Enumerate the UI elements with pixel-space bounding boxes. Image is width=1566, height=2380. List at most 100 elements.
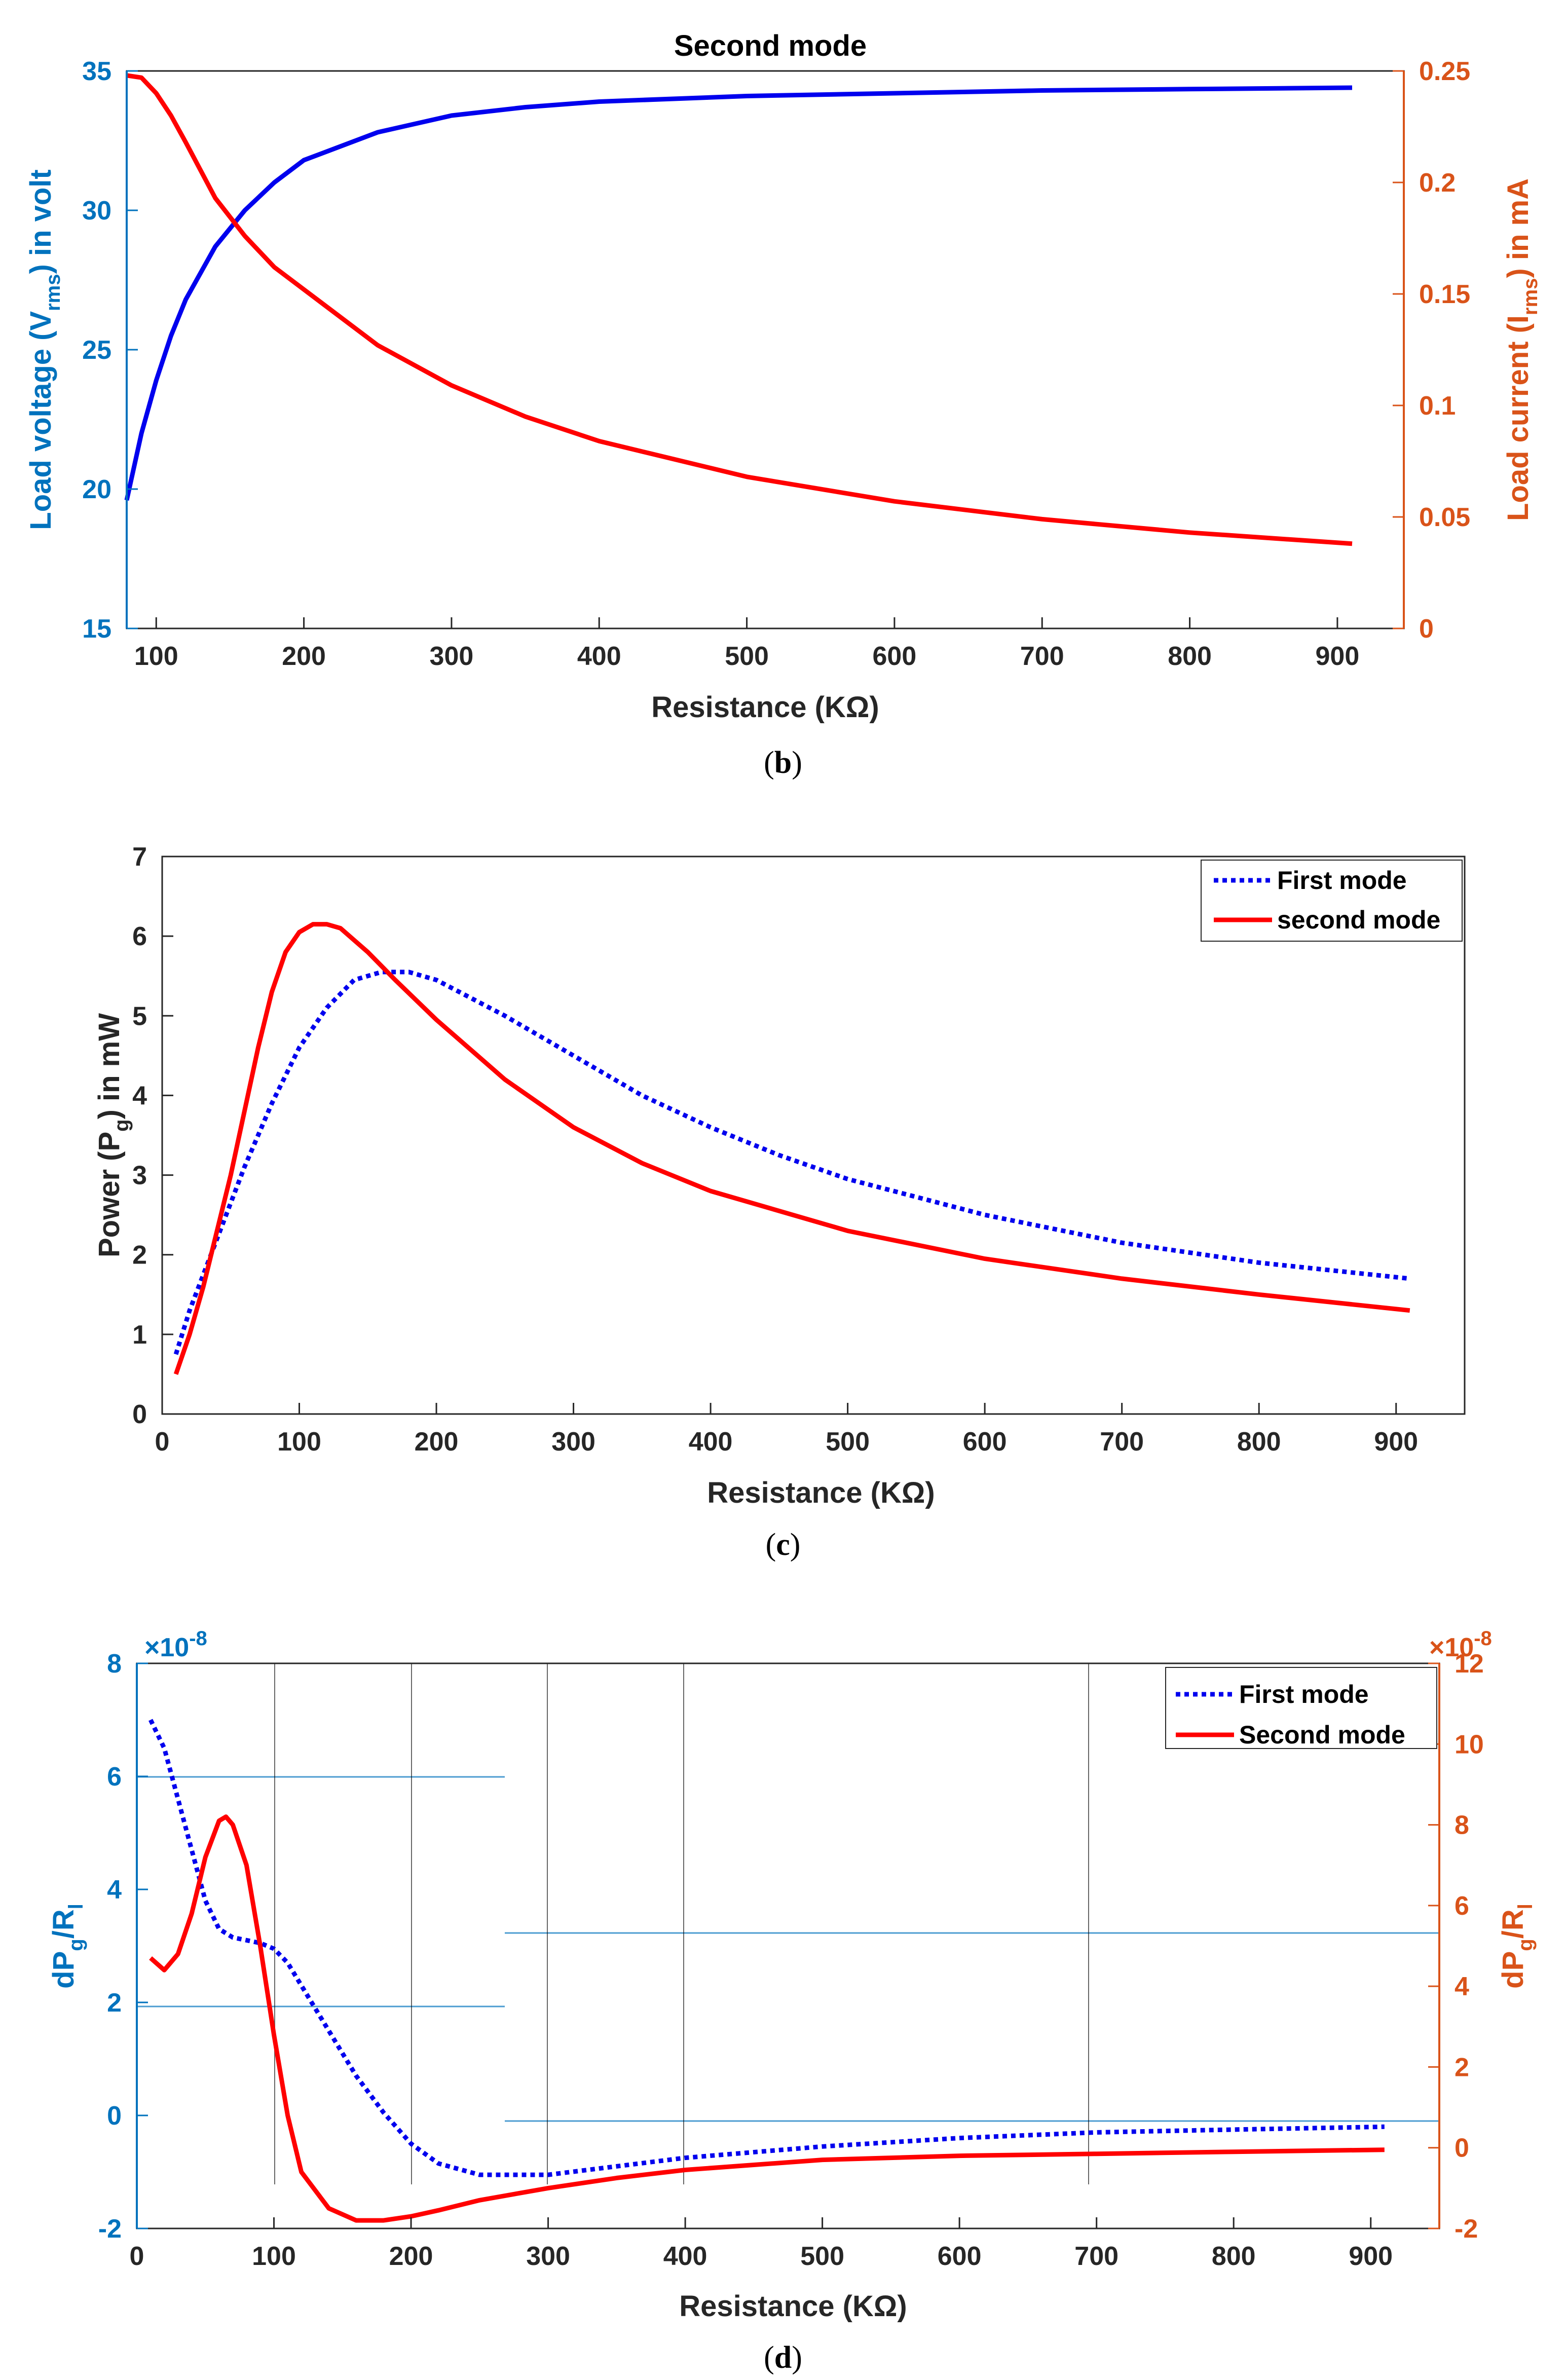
panel-b-left-y-tick-label: 35 <box>82 57 111 86</box>
panel-b-x-tick-label: 700 <box>1020 642 1064 671</box>
panel-b-x-ticks: 100 200 300 400 500 600 700 800 900 <box>134 617 1359 671</box>
panel-d-left-y-tick-label: 2 <box>107 1988 122 2018</box>
panel-d-right-y-tick-label: 8 <box>1455 1811 1469 1840</box>
panel-d-left-y-tick-label: -2 <box>98 2214 122 2244</box>
panel-b-left-y-label-sub: rms <box>42 274 64 311</box>
panel-c-x-tick-label: 900 <box>1374 1427 1418 1457</box>
panel-d-left-exponent: ×10-8 <box>144 1627 207 1662</box>
panel-d-caption-close: ) <box>792 2340 802 2375</box>
panel-b-series-line-load-current <box>126 73 1353 546</box>
panel-c-x-tick-label: 700 <box>1100 1427 1144 1457</box>
panel-c-legend-label-second: second mode <box>1277 906 1440 934</box>
panel-b-left-y-tick-label: 20 <box>82 475 111 504</box>
panel-b-left-y-label-tail: ) in volt <box>24 169 57 274</box>
panel-d-right-exponent-exp: -8 <box>1474 1627 1492 1650</box>
panel-c-y-label-main: Power (P <box>93 1132 126 1257</box>
panel-d-left-y-tick-label: 0 <box>107 2101 122 2131</box>
panel-c-caption: (c) <box>766 1528 801 1562</box>
panel-b-left-y-label-main: Load voltage (V <box>24 311 57 530</box>
panel-c-y-label-sub: g <box>110 1119 133 1131</box>
panel-b-x-tick-label: 900 <box>1316 642 1360 671</box>
panel-d-right-y-label-sub: g <box>1514 1939 1537 1951</box>
panel-c-legend-label-first: First mode <box>1277 866 1407 895</box>
panel-d-x-label: Resistance (KΩ) <box>679 2290 907 2323</box>
panel-c-y-tick-label: 2 <box>132 1241 147 1270</box>
panel-d-x-tick-label: 900 <box>1349 2242 1393 2271</box>
panel-b-right-y-tick-label: 0.05 <box>1419 503 1470 532</box>
panel-b-right-y-tick-label: 0 <box>1419 614 1434 644</box>
panel-d-x-tick-label: 700 <box>1074 2242 1118 2271</box>
panel-b-left-y-ticks: 15 20 25 30 35 <box>82 57 138 644</box>
panel-d-x-tick-label: 800 <box>1212 2242 1256 2271</box>
panel-b-caption-close: ) <box>792 746 802 780</box>
panel-b-x-label: Resistance (KΩ) <box>651 691 879 724</box>
panel-d-right-y-tick-label: 2 <box>1455 2053 1469 2082</box>
panel-d-right-y-label-main: dP <box>1497 1951 1530 1989</box>
panel-b-left-y-tick-label: 30 <box>82 196 111 226</box>
panel-d-left-y-label-sub2: l <box>65 1904 87 1909</box>
panel-d-left-y-label-sub: g <box>65 1939 87 1951</box>
panel-d-right-exponent-base: ×10 <box>1429 1633 1474 1662</box>
panel-b-right-y-tick-label: 0.25 <box>1419 57 1470 86</box>
panel-c-caption-open: ( <box>766 1528 776 1562</box>
panel-b-right-y-tick-label: 0.1 <box>1419 391 1456 421</box>
panel-d-right-y-tick-label: 4 <box>1455 1972 1469 2001</box>
panel-d-series <box>148 1719 1385 2223</box>
panel-d-x-tick-label: 600 <box>938 2242 982 2271</box>
panel-b-right-y-tick-label: 0.2 <box>1419 168 1456 198</box>
panel-b-x-tick-label: 100 <box>134 642 178 671</box>
panel-c-x-ticks: 0 100 200 300 400 500 600 700 800 900 <box>155 1403 1418 1457</box>
panel-d-caption-open: ( <box>764 2340 774 2375</box>
panel-d-right-y-label-mid: /R <box>1497 1909 1530 1939</box>
panel-d-right-y-tick-label: 0 <box>1455 2134 1469 2163</box>
panel-d-x-ticks: 0 100 200 300 400 500 600 700 800 900 <box>130 2217 1393 2271</box>
panel-d-left-y-label-main: dP <box>47 1951 80 1989</box>
panel-b-right-y-label-tail: ) in mA <box>1502 178 1535 278</box>
panel-d-left-y-label-mid: /R <box>47 1909 80 1939</box>
panel-d-right-y-tick-label: 6 <box>1455 1891 1469 1921</box>
panel-c-series-line-first-mode <box>173 970 1410 1355</box>
panel-d-series-line-first-mode <box>148 1719 1385 2177</box>
panel-b-caption: (b) <box>764 746 802 780</box>
panel-c-y-tick-label: 7 <box>132 842 147 872</box>
panel-b-caption-open: ( <box>764 746 774 780</box>
panel-d-series-line-second-mode <box>149 1814 1385 2223</box>
panel-b-x-tick-label: 800 <box>1168 642 1212 671</box>
panel-c-x-tick-label: 500 <box>826 1427 870 1457</box>
panel-d-right-y-label-sub2: l <box>1514 1904 1537 1909</box>
panel-c-x-label: Resistance (KΩ) <box>707 1476 935 1509</box>
panel-c-x-tick-label: 800 <box>1237 1427 1281 1457</box>
panel-c-legend-box <box>1201 860 1463 942</box>
panel-d-x-tick-label: 500 <box>800 2242 844 2271</box>
panel-d-x-tick-label: 100 <box>252 2242 296 2271</box>
panel-d-x-tick-label: 0 <box>130 2242 144 2271</box>
panel-c-y-ticks: 0 1 2 3 4 5 6 7 <box>132 842 173 1429</box>
panel-b-series-line-load-voltage <box>124 85 1353 501</box>
panel-c-series <box>173 922 1410 1375</box>
panel-d-right-y-tick-label: -2 <box>1455 2214 1478 2244</box>
panel-d-x-tick-label: 400 <box>663 2242 707 2271</box>
panel-d-left-y-tick-label: 4 <box>107 1875 122 1905</box>
panel-c-y-tick-label: 1 <box>132 1320 147 1350</box>
panel-d-grid <box>137 1663 1439 2184</box>
panel-c-y-label-tail: ) in mW <box>93 1013 126 1120</box>
panel-c-y-tick-label: 5 <box>132 1001 147 1031</box>
panel-d-left-y-ticks: -2 0 2 4 6 8 <box>98 1649 148 2244</box>
panel-d-left-y-tick-label: 6 <box>107 1762 122 1792</box>
panel-d-x-tick-label: 300 <box>526 2242 570 2271</box>
panel-d-left-exponent-exp: -8 <box>189 1627 207 1650</box>
panel-b-right-y-label-main: Load current (I <box>1502 315 1535 521</box>
panel-b-series <box>124 73 1353 546</box>
panel-b-right-y-label: Load current (Irms) in mA <box>1502 178 1542 521</box>
panel-d-legend-label-first: First mode <box>1239 1680 1369 1708</box>
panel-d-left-y-label: dPg/Rl <box>47 1904 87 1989</box>
panel-d-right-y-ticks: -2 0 2 4 6 8 10 12 <box>1428 1649 1484 2244</box>
panel-d-left-exponent-base: ×10 <box>144 1633 189 1662</box>
panel-c-legend: First mode second mode <box>1201 860 1463 942</box>
panel-c-x-tick-label: 200 <box>415 1427 459 1457</box>
panel-c-y-tick-label: 4 <box>132 1081 147 1110</box>
panel-d-legend: First mode Second mode <box>1165 1667 1437 1749</box>
panel-d-right-y-label: dPg/Rl <box>1497 1904 1537 1989</box>
